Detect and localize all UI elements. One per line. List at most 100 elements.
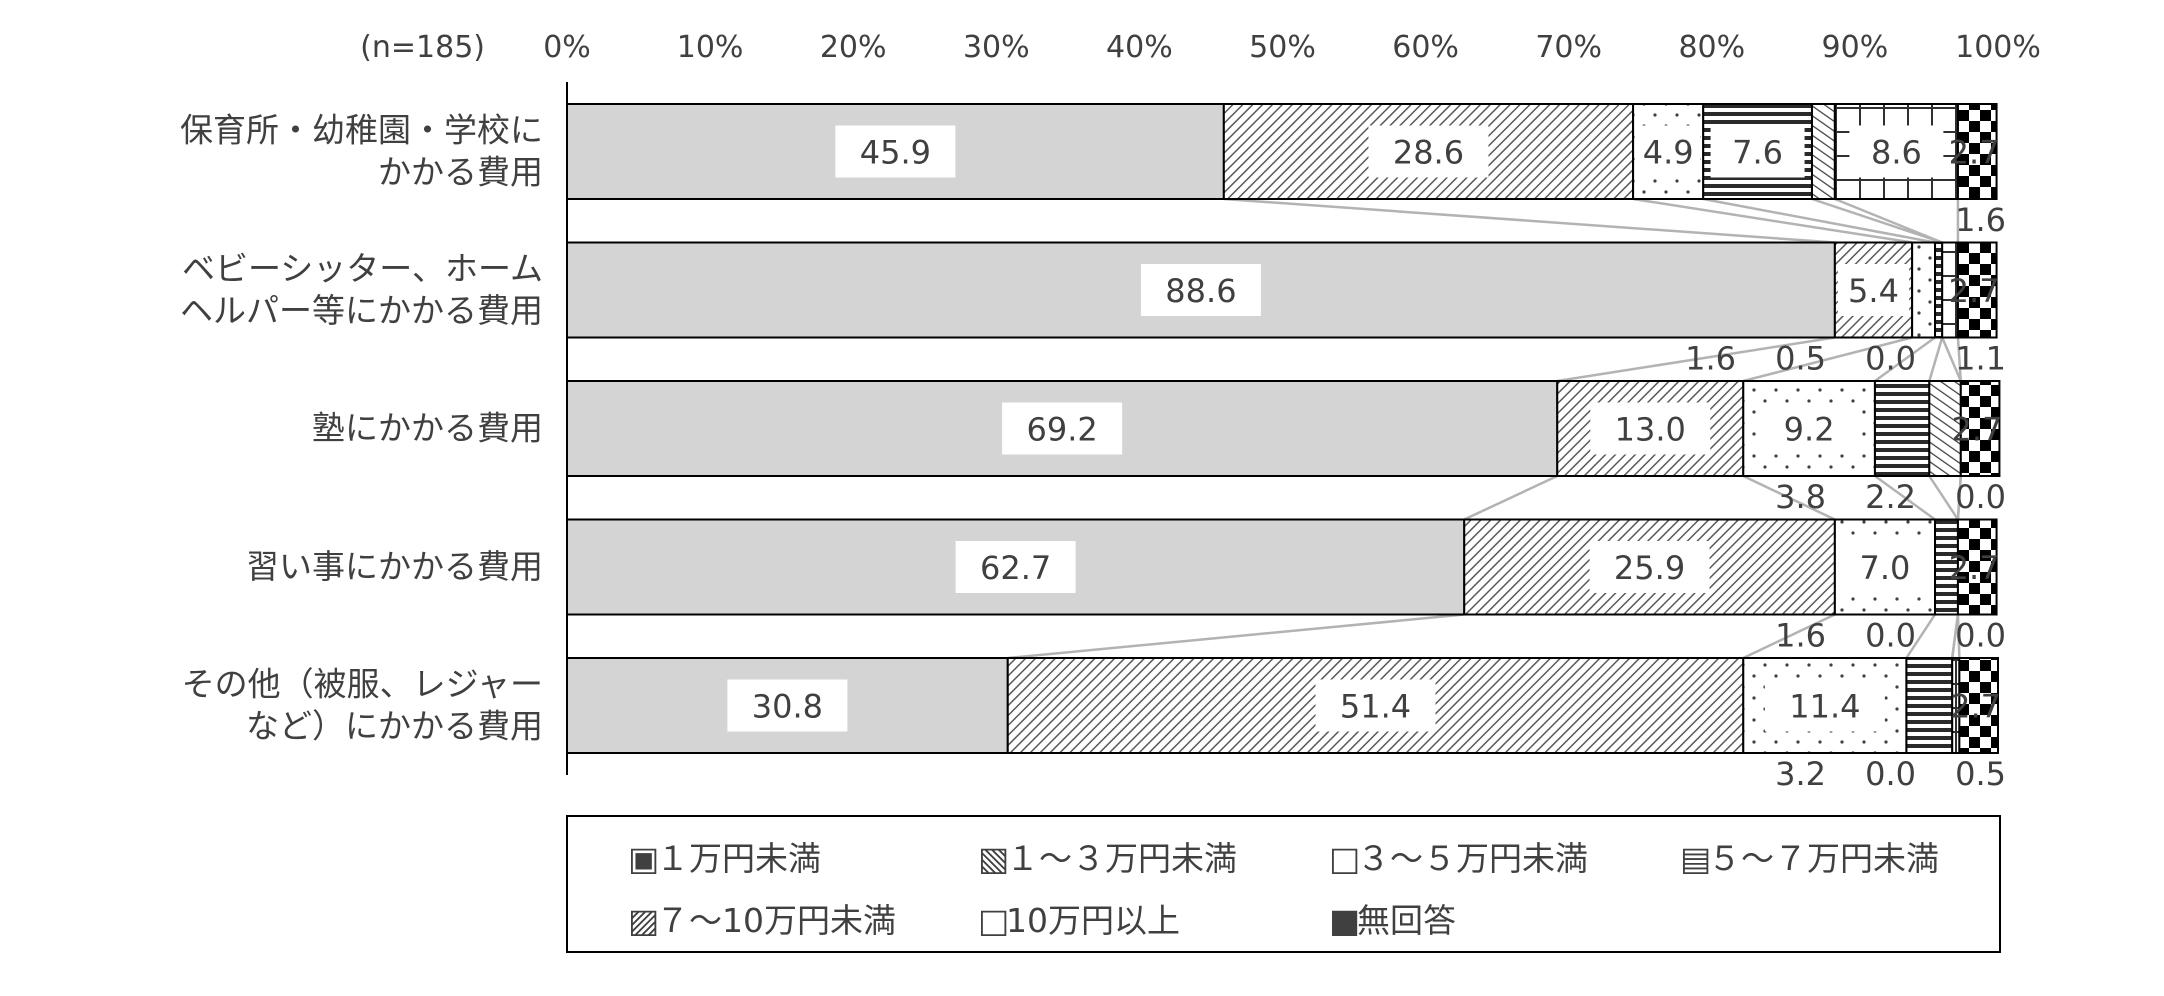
data-label-box xyxy=(1368,125,1489,178)
data-label: 2.7 xyxy=(1949,549,2000,587)
data-label-box xyxy=(1762,402,1857,455)
data-label: 28.6 xyxy=(1393,134,1464,172)
legend-marker: ▣ xyxy=(628,839,659,878)
connector-line xyxy=(1702,197,1936,244)
category-label: その他（被服、レジャー xyxy=(182,665,543,704)
x-tick-label: 100% xyxy=(1955,30,2041,65)
category-label: 保育所・幼稚園・学校に xyxy=(180,111,543,150)
data-label-box xyxy=(727,679,848,732)
connector-line xyxy=(1557,336,1836,383)
data-label: 1.6 xyxy=(1775,617,1826,655)
x-tick-label: 70% xyxy=(1535,30,1602,65)
connector-line xyxy=(1905,613,1937,659)
data-label: 2.7 xyxy=(1949,272,2000,310)
data-label-box xyxy=(835,125,956,178)
bar-segment xyxy=(1956,241,1998,339)
data-label-box xyxy=(1590,402,1711,455)
data-label-box xyxy=(1636,125,1701,178)
bar-segment xyxy=(1905,657,1954,754)
data-label: 0.0 xyxy=(1955,617,2006,655)
data-label-box xyxy=(1837,541,1932,593)
x-tick-label: 40% xyxy=(1106,30,1173,65)
legend-marker: ■ xyxy=(1329,901,1360,940)
connector-line xyxy=(1811,197,1943,244)
x-tick-label: 20% xyxy=(820,30,887,65)
connector-line xyxy=(1742,613,1836,660)
legend-label: 無回答 xyxy=(1357,901,1456,940)
legend-marker: ▤ xyxy=(1680,839,1711,878)
data-label: 1.6 xyxy=(1685,340,1736,378)
data-label: 62.7 xyxy=(980,549,1051,587)
data-label: 2.7 xyxy=(1949,134,2000,172)
x-tick-label: 10% xyxy=(677,30,744,65)
connector-line xyxy=(1742,474,1836,521)
legend-label: 10万円以上 xyxy=(1006,901,1180,940)
x-tick-label: 80% xyxy=(1678,30,1745,65)
data-label-box xyxy=(1849,125,1944,178)
data-label: 0.0 xyxy=(1865,755,1916,793)
connector-line xyxy=(1742,336,1913,383)
data-label: 11.4 xyxy=(1789,688,1860,726)
legend-label: ７～10万円未満 xyxy=(656,901,896,940)
x-axis-ticks: 0% 10% 20% 30% 40% 50% 60% 70% 80% 90% 100% xyxy=(543,30,2041,65)
connector-line xyxy=(1223,197,1835,244)
category-label: かかる費用 xyxy=(378,153,543,192)
data-label: 9.2 xyxy=(1784,411,1835,449)
data-labels: 45.9 28.6 4.9 7.6 8.6 2.7 1.6 88.6 5.4 2.7 1.1 0.0 0… xyxy=(727,125,2006,793)
legend-label: １～３万円未満 xyxy=(1006,839,1237,878)
legend: ▣１万円未満 ▧１～３万円未満 □３～５万円未満 ▤５～７万円未満▨７～10万円未満 □… xyxy=(566,815,2001,953)
legend-marker: □ xyxy=(1329,839,1360,878)
data-label: 4.9 xyxy=(1643,134,1694,172)
connector-line xyxy=(1941,337,1962,382)
category-label: 習い事にかかる費用 xyxy=(246,547,543,586)
data-label: 30.8 xyxy=(752,688,823,726)
bar-segment xyxy=(1928,380,1962,477)
category-labels: 保育所・幼稚園・学校にかかる費用ベビーシッター、ホームヘルパー等にかかる費用塾に… xyxy=(180,111,543,746)
data-label-box xyxy=(1589,541,1710,593)
data-label-box xyxy=(1140,264,1261,316)
sample-size-note: (n=185) xyxy=(360,30,485,65)
data-label: 5.4 xyxy=(1848,272,1899,310)
category-label: ヘルパー等にかかる費用 xyxy=(180,291,543,330)
bar-segment xyxy=(1959,380,2001,477)
data-label: 0.5 xyxy=(1775,340,1826,378)
data-label: 2.7 xyxy=(1950,688,2001,726)
data-label: 0.5 xyxy=(1955,755,2006,793)
data-label: 1.6 xyxy=(1955,201,2006,239)
bar-segment xyxy=(1958,657,2000,754)
data-label: 45.9 xyxy=(860,134,931,172)
data-label-box xyxy=(1764,679,1885,732)
connector-line xyxy=(1834,197,1943,244)
connector-line xyxy=(1928,337,1944,382)
legend-label: ３～５万円未満 xyxy=(1357,839,1588,878)
x-tick-label: 50% xyxy=(1249,30,1316,65)
x-tick-label: 30% xyxy=(963,30,1030,65)
legend-marker: ▧ xyxy=(978,839,1009,878)
legend-marker: □ xyxy=(978,901,1009,940)
connector-line xyxy=(1007,613,1465,660)
data-label: 2.7 xyxy=(1952,411,2003,449)
data-label: 88.6 xyxy=(1165,272,1236,310)
data-label: 3.2 xyxy=(1775,755,1826,793)
x-tick-label: 60% xyxy=(1392,30,1459,65)
legend-label: １万円未満 xyxy=(656,839,821,878)
data-label: 25.9 xyxy=(1614,549,1685,587)
connector-line xyxy=(1956,337,1963,382)
data-label: 3.8 xyxy=(1775,478,1826,516)
bar-segment xyxy=(1911,241,1937,339)
bar-segment xyxy=(1873,380,1931,477)
data-label: 0.0 xyxy=(1865,617,1916,655)
x-tick-label: 90% xyxy=(1822,30,1889,65)
legend-frame xyxy=(566,815,2001,953)
data-label-box xyxy=(1002,402,1123,455)
data-label: 1.1 xyxy=(1955,340,2006,378)
connector-line xyxy=(1874,336,1936,383)
legend-marker: ▨ xyxy=(628,901,659,940)
connector-line xyxy=(1632,197,1913,244)
category-label: など）にかかる費用 xyxy=(246,707,543,746)
data-label: 0.0 xyxy=(1865,340,1916,378)
data-label: 51.4 xyxy=(1340,688,1411,726)
category-label: ベビーシッター、ホーム xyxy=(182,249,543,288)
connector-line xyxy=(1956,614,1961,659)
